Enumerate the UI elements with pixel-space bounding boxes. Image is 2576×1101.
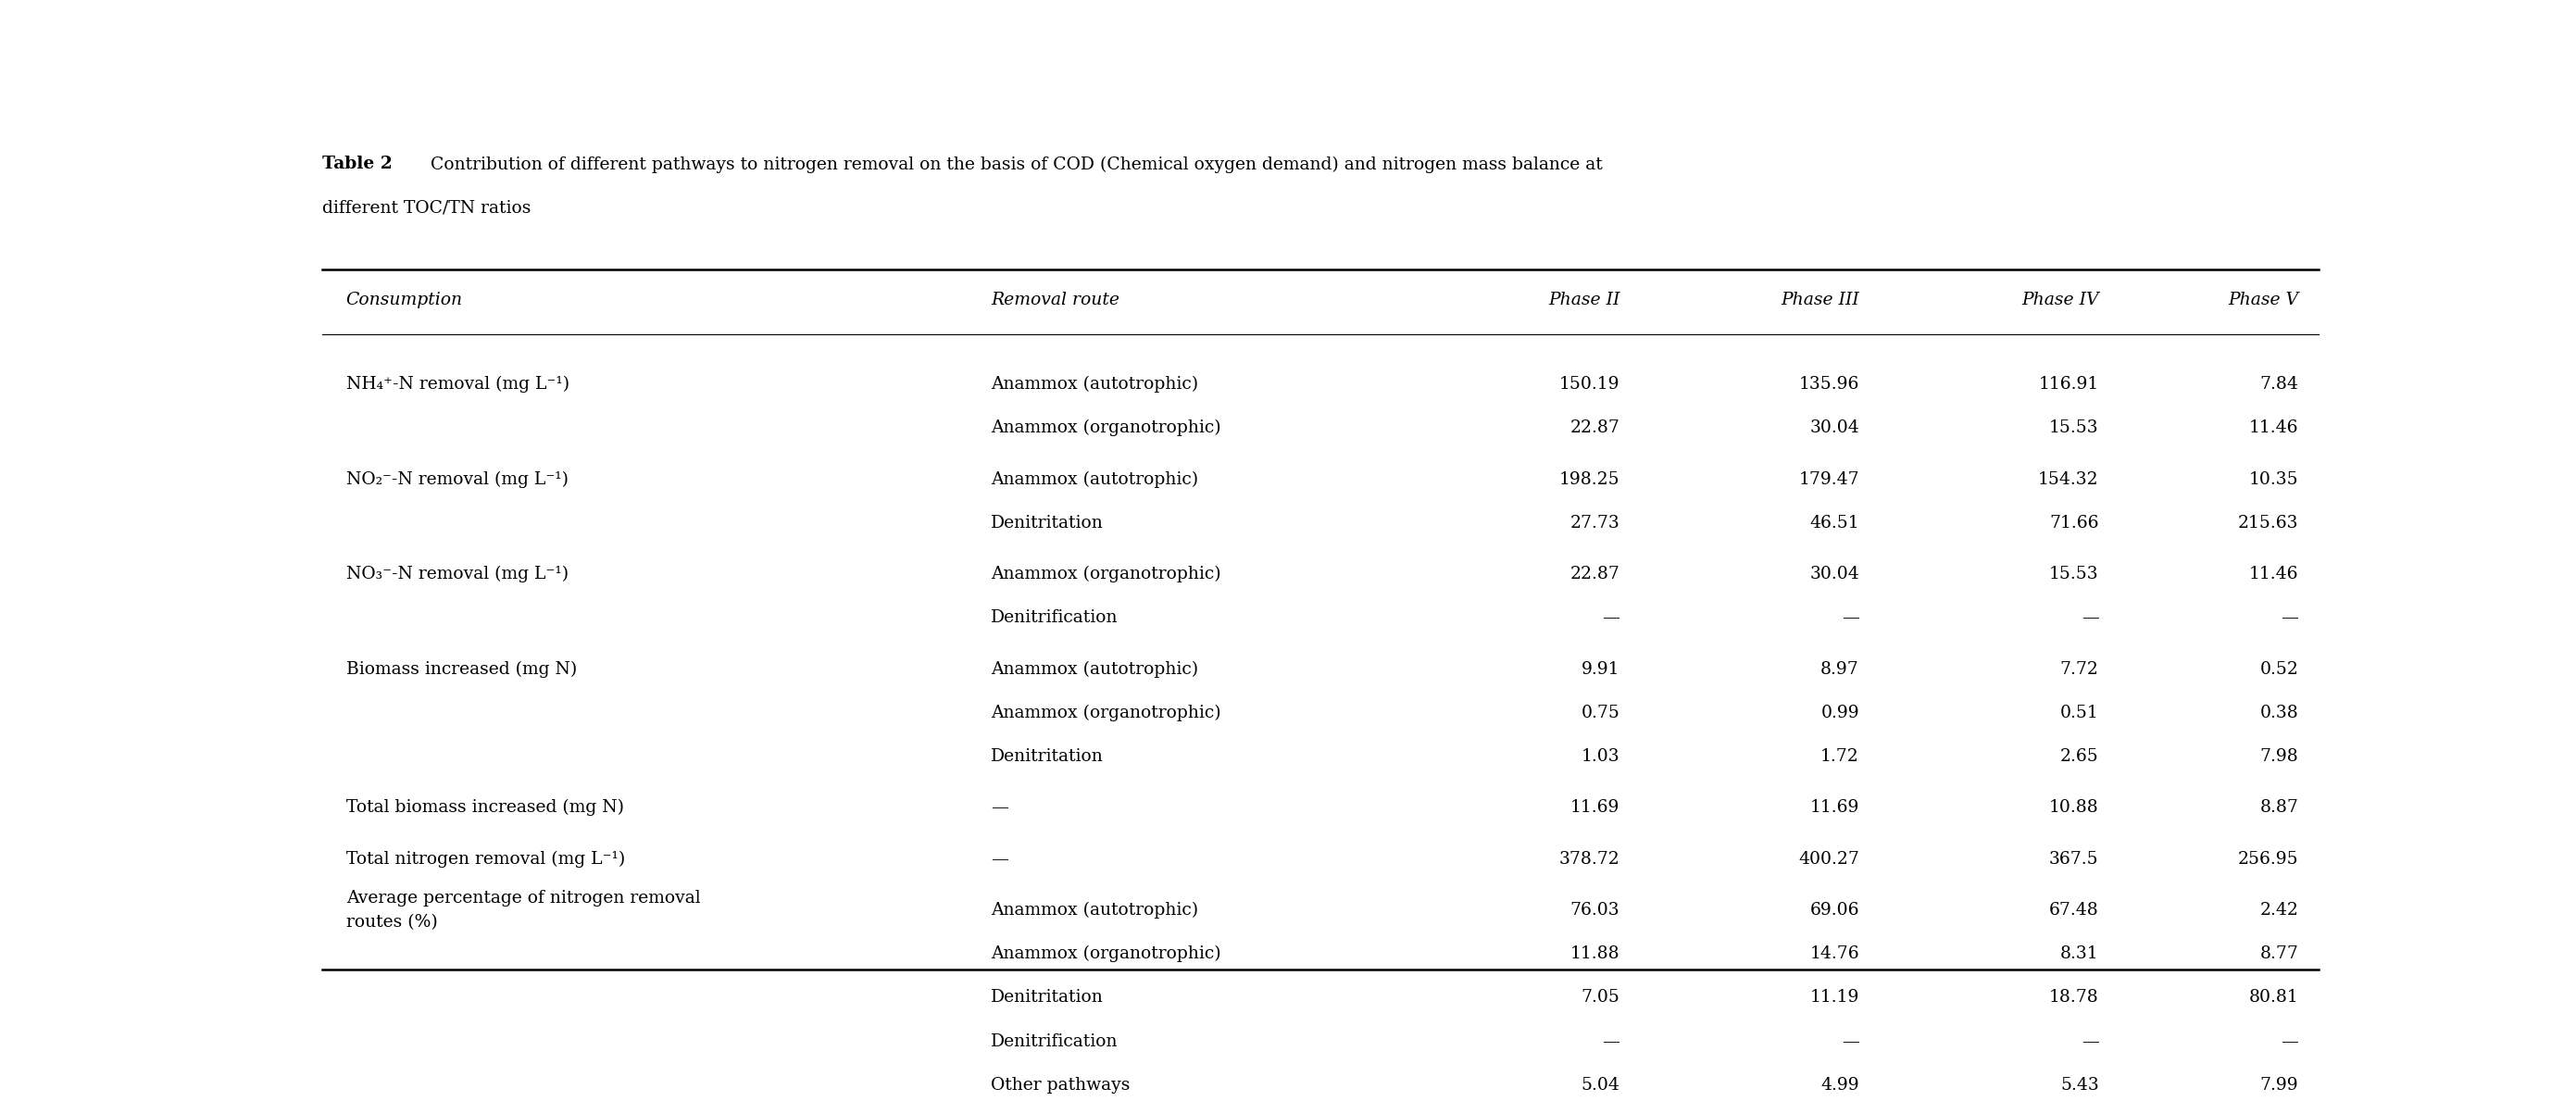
Text: Denitritation: Denitritation <box>992 749 1103 765</box>
Text: 11.69: 11.69 <box>1571 799 1620 816</box>
Text: Phase IV: Phase IV <box>2022 292 2099 308</box>
Text: Phase II: Phase II <box>1548 292 1620 308</box>
Text: 7.84: 7.84 <box>2259 377 2298 393</box>
Text: 30.04: 30.04 <box>1808 419 1860 436</box>
Text: Anammox (organotrophic): Anammox (organotrophic) <box>992 419 1221 436</box>
Text: 400.27: 400.27 <box>1798 851 1860 868</box>
Text: —: — <box>2280 610 2298 626</box>
Text: Table 2: Table 2 <box>322 156 392 173</box>
Text: 46.51: 46.51 <box>1808 514 1860 532</box>
Text: Biomass increased (mg N): Biomass increased (mg N) <box>345 661 577 677</box>
Text: 0.38: 0.38 <box>2259 705 2298 721</box>
Text: routes (%): routes (%) <box>345 914 438 931</box>
Text: 135.96: 135.96 <box>1798 377 1860 393</box>
Text: 179.47: 179.47 <box>1798 471 1860 488</box>
Text: Contribution of different pathways to nitrogen removal on the basis of COD (Chem: Contribution of different pathways to ni… <box>415 156 1602 173</box>
Text: —: — <box>1602 610 1620 626</box>
Text: Other pathways: Other pathways <box>992 1077 1131 1093</box>
Text: —: — <box>1602 1033 1620 1049</box>
Text: 69.06: 69.06 <box>1811 902 1860 918</box>
Text: 1.72: 1.72 <box>1821 749 1860 765</box>
Text: Total biomass increased (mg N): Total biomass increased (mg N) <box>345 799 623 816</box>
Text: Denitritation: Denitritation <box>992 990 1103 1006</box>
Text: 367.5: 367.5 <box>2048 851 2099 868</box>
Text: 11.46: 11.46 <box>2249 419 2298 436</box>
Text: 7.99: 7.99 <box>2259 1077 2298 1093</box>
Text: —: — <box>2081 610 2099 626</box>
Text: Anammox (autotrophic): Anammox (autotrophic) <box>992 471 1198 488</box>
Text: 215.63: 215.63 <box>2239 514 2298 532</box>
Text: 15.53: 15.53 <box>2048 566 2099 582</box>
Text: NO₂⁻-N removal (mg L⁻¹): NO₂⁻-N removal (mg L⁻¹) <box>345 471 569 488</box>
Text: 11.19: 11.19 <box>1811 990 1860 1006</box>
Text: Anammox (organotrophic): Anammox (organotrophic) <box>992 705 1221 721</box>
Text: Phase V: Phase V <box>2228 292 2298 308</box>
Text: 0.51: 0.51 <box>2061 705 2099 721</box>
Text: Denitrification: Denitrification <box>992 610 1118 626</box>
Text: 2.42: 2.42 <box>2259 902 2298 918</box>
Text: Average percentage of nitrogen removal: Average percentage of nitrogen removal <box>345 890 701 906</box>
Text: 8.97: 8.97 <box>1821 661 1860 677</box>
Text: NO₃⁻-N removal (mg L⁻¹): NO₃⁻-N removal (mg L⁻¹) <box>345 566 569 582</box>
Text: 71.66: 71.66 <box>2050 514 2099 532</box>
Text: 15.53: 15.53 <box>2048 419 2099 436</box>
Text: 11.69: 11.69 <box>1811 799 1860 816</box>
Text: 0.75: 0.75 <box>1582 705 1620 721</box>
Text: 7.05: 7.05 <box>1582 990 1620 1006</box>
Text: Denitritation: Denitritation <box>992 514 1103 532</box>
Text: Denitrification: Denitrification <box>992 1033 1118 1049</box>
Text: Removal route: Removal route <box>992 292 1121 308</box>
Text: Anammox (organotrophic): Anammox (organotrophic) <box>992 946 1221 962</box>
Text: 5.43: 5.43 <box>2061 1077 2099 1093</box>
Text: 4.99: 4.99 <box>1821 1077 1860 1093</box>
Text: —: — <box>992 851 1007 868</box>
Text: 80.81: 80.81 <box>2249 990 2298 1006</box>
Text: 30.04: 30.04 <box>1808 566 1860 582</box>
Text: 11.88: 11.88 <box>1569 946 1620 962</box>
Text: 10.88: 10.88 <box>2048 799 2099 816</box>
Text: 11.46: 11.46 <box>2249 566 2298 582</box>
Text: 0.52: 0.52 <box>2259 661 2298 677</box>
Text: —: — <box>992 799 1007 816</box>
Text: 116.91: 116.91 <box>2038 377 2099 393</box>
Text: Anammox (organotrophic): Anammox (organotrophic) <box>992 566 1221 582</box>
Text: 18.78: 18.78 <box>2048 990 2099 1006</box>
Text: 10.35: 10.35 <box>2249 471 2298 488</box>
Text: 150.19: 150.19 <box>1558 377 1620 393</box>
Text: 8.31: 8.31 <box>2061 946 2099 962</box>
Text: —: — <box>2081 1033 2099 1049</box>
Text: Anammox (autotrophic): Anammox (autotrophic) <box>992 661 1198 677</box>
Text: 154.32: 154.32 <box>2038 471 2099 488</box>
Text: Phase III: Phase III <box>1780 292 1860 308</box>
Text: 198.25: 198.25 <box>1558 471 1620 488</box>
Text: different TOC/TN ratios: different TOC/TN ratios <box>322 200 531 217</box>
Text: 2.65: 2.65 <box>2061 749 2099 765</box>
Text: 256.95: 256.95 <box>2239 851 2298 868</box>
Text: 7.98: 7.98 <box>2259 749 2298 765</box>
Text: Consumption: Consumption <box>345 292 464 308</box>
Text: —: — <box>1842 1033 1860 1049</box>
Text: Anammox (autotrophic): Anammox (autotrophic) <box>992 902 1198 919</box>
Text: 14.76: 14.76 <box>1808 946 1860 962</box>
Text: 7.72: 7.72 <box>2061 661 2099 677</box>
Text: 9.91: 9.91 <box>1582 661 1620 677</box>
Text: NH₄⁺-N removal (mg L⁻¹): NH₄⁺-N removal (mg L⁻¹) <box>345 375 569 393</box>
Text: Anammox (autotrophic): Anammox (autotrophic) <box>992 375 1198 393</box>
Text: 8.77: 8.77 <box>2259 946 2298 962</box>
Text: 378.72: 378.72 <box>1558 851 1620 868</box>
Text: 22.87: 22.87 <box>1569 566 1620 582</box>
Text: 76.03: 76.03 <box>1569 902 1620 918</box>
Text: 0.99: 0.99 <box>1821 705 1860 721</box>
Text: 67.48: 67.48 <box>2048 902 2099 918</box>
Text: 1.03: 1.03 <box>1582 749 1620 765</box>
Text: 22.87: 22.87 <box>1569 419 1620 436</box>
Text: 27.73: 27.73 <box>1569 514 1620 532</box>
Text: Total nitrogen removal (mg L⁻¹): Total nitrogen removal (mg L⁻¹) <box>345 851 626 868</box>
Text: —: — <box>2280 1033 2298 1049</box>
Text: —: — <box>1842 610 1860 626</box>
Text: 5.04: 5.04 <box>1582 1077 1620 1093</box>
Text: 8.87: 8.87 <box>2259 799 2298 816</box>
